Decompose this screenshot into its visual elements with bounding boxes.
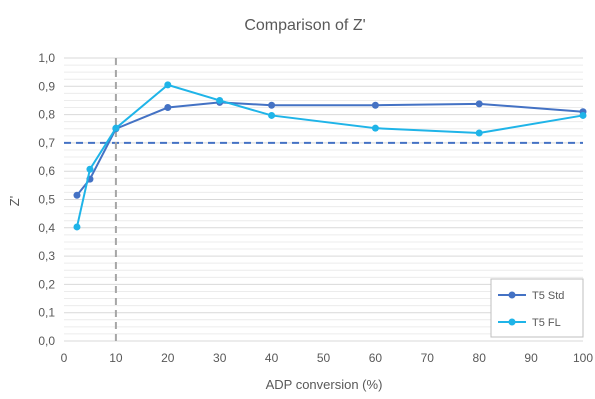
x-tick-label: 40 [265,351,279,365]
y-tick-label: 0,9 [38,79,55,93]
legend-swatch-marker [508,291,516,299]
x-tick-label: 20 [161,351,175,365]
x-tick-label: 60 [369,351,383,365]
data-point [164,104,172,112]
legend-label: T5 FL [532,317,561,329]
x-tick-label: 30 [213,351,227,365]
x-tick-label: 10 [109,351,123,365]
data-point [268,111,276,119]
data-point [216,96,224,104]
data-point [164,81,172,89]
y-axis-label: Z' [7,196,22,206]
x-tick-label: 50 [317,351,331,365]
y-tick-label: 0,7 [38,136,55,150]
data-point [268,101,276,109]
x-tick-label: 0 [61,351,68,365]
y-tick-label: 0,6 [38,164,55,178]
data-point [475,100,483,108]
y-tick-label: 0,1 [38,306,55,320]
legend: T5 Std T5 FL [490,278,584,338]
data-point [73,223,81,231]
y-tick-label: 0,5 [38,193,55,207]
y-tick-label: 0,2 [38,277,55,291]
chart-title: Comparison of Z' [244,17,365,34]
legend-box [490,278,584,338]
grid [64,57,583,342]
data-point [86,165,94,173]
y-tick-label: 0,3 [38,249,55,263]
data-point [475,129,483,137]
y-tick-label: 0,8 [38,108,55,122]
x-axis-label: ADP conversion (%) [266,377,383,392]
y-tick-label: 0,4 [38,221,55,235]
y-tick-label: 1,0 [38,51,55,65]
reference-lines [64,58,583,341]
series-layer [73,81,587,231]
legend-swatch-marker [508,318,516,326]
data-point [112,124,120,132]
tick-labels: 0,0 0,1 0,2 0,3 0,4 0,5 0,6 0,7 0,8 0,9 1,0 0 10 20 30… [38,51,593,365]
data-point [73,191,81,199]
x-tick-label: 90 [524,351,538,365]
x-tick-label: 80 [473,351,487,365]
legend-label: T5 Std [532,290,564,302]
data-point [371,101,379,109]
data-point [371,124,379,132]
data-point [579,111,587,119]
x-tick-label: 70 [421,351,435,365]
y-tick-label: 0,0 [38,334,55,348]
x-tick-label: 100 [573,351,593,365]
